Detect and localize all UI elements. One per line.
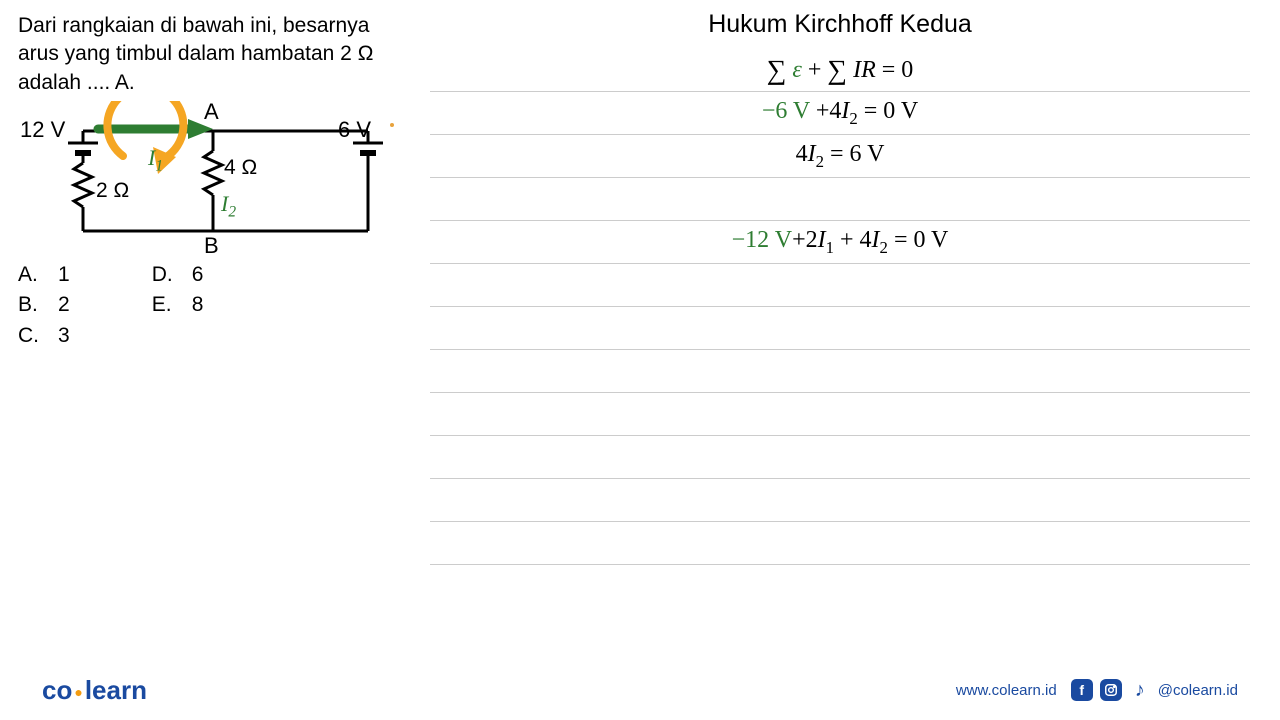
eq-line-2: −6 V +4I2 = 0 V (430, 92, 1250, 135)
node-B: B (204, 233, 219, 259)
eq-line-11 (430, 479, 1250, 522)
r-left: 2 Ω (96, 179, 129, 203)
i1-label: I1 (148, 145, 163, 175)
node-A: A (204, 99, 219, 125)
url: www.colearn.id (956, 682, 1057, 699)
facebook-icon: f (1071, 679, 1093, 701)
logo-dot-icon: ● (74, 684, 82, 700)
option-B: B.2 (18, 290, 70, 320)
eq-line-5: −12 V+2I1 + 4I2 = 0 V (430, 221, 1250, 264)
option-E: E.8 (152, 290, 204, 320)
logo-learn: learn (85, 675, 147, 705)
question-panel: Dari rangkaian di bawah ini, besarnya ar… (0, 0, 420, 660)
eq-line-7 (430, 307, 1250, 350)
tiktok-icon: ♪ (1129, 679, 1151, 701)
q-line1: Dari rangkaian di bawah ini, besarnya (18, 14, 369, 37)
instagram-icon (1100, 679, 1122, 701)
eq-line-9 (430, 393, 1250, 436)
question-text: Dari rangkaian di bawah ini, besarnya ar… (18, 12, 402, 97)
cursor-dot (390, 123, 394, 127)
eq-line-3: 4I2 = 6 V (430, 135, 1250, 178)
volt-left: 12 V (20, 117, 65, 143)
social-icons: f ♪ @colearn.id (1071, 679, 1238, 701)
r-mid: 4 Ω (224, 156, 257, 180)
work-panel: Hukum Kirchhoff Kedua ∑ ε + ∑ IR = 0 −6 … (420, 0, 1280, 660)
i2-label: I2 (221, 191, 236, 221)
logo: co●learn (42, 675, 147, 706)
eq-line-4 (430, 178, 1250, 221)
q-line2: arus yang timbul dalam hambatan 2 Ω (18, 42, 373, 65)
option-C: C.3 (18, 321, 70, 351)
heading: Hukum Kirchhoff Kedua (430, 10, 1250, 39)
eq-line-6 (430, 264, 1250, 307)
footer: co●learn www.colearn.id f ♪ @colearn.id (0, 660, 1280, 720)
eq-line-8 (430, 350, 1250, 393)
logo-co: co (42, 675, 72, 705)
option-A: A.1 (18, 260, 70, 290)
handle: @colearn.id (1158, 682, 1238, 699)
eq-line-1: ∑ ε + ∑ IR = 0 (430, 45, 1250, 92)
eq-line-12 (430, 522, 1250, 565)
q-line3: adalah .... A. (18, 71, 135, 94)
circuit-diagram: A B 12 V 6 V 2 Ω 4 Ω I1 I2 (18, 101, 398, 256)
eq-line-10 (430, 436, 1250, 479)
answer-options: A.1 B.2 C.3 D.6 E.8 (18, 260, 402, 351)
footer-right: www.colearn.id f ♪ @colearn.id (956, 679, 1238, 701)
option-D: D.6 (152, 260, 204, 290)
volt-right: 6 V (338, 117, 371, 143)
